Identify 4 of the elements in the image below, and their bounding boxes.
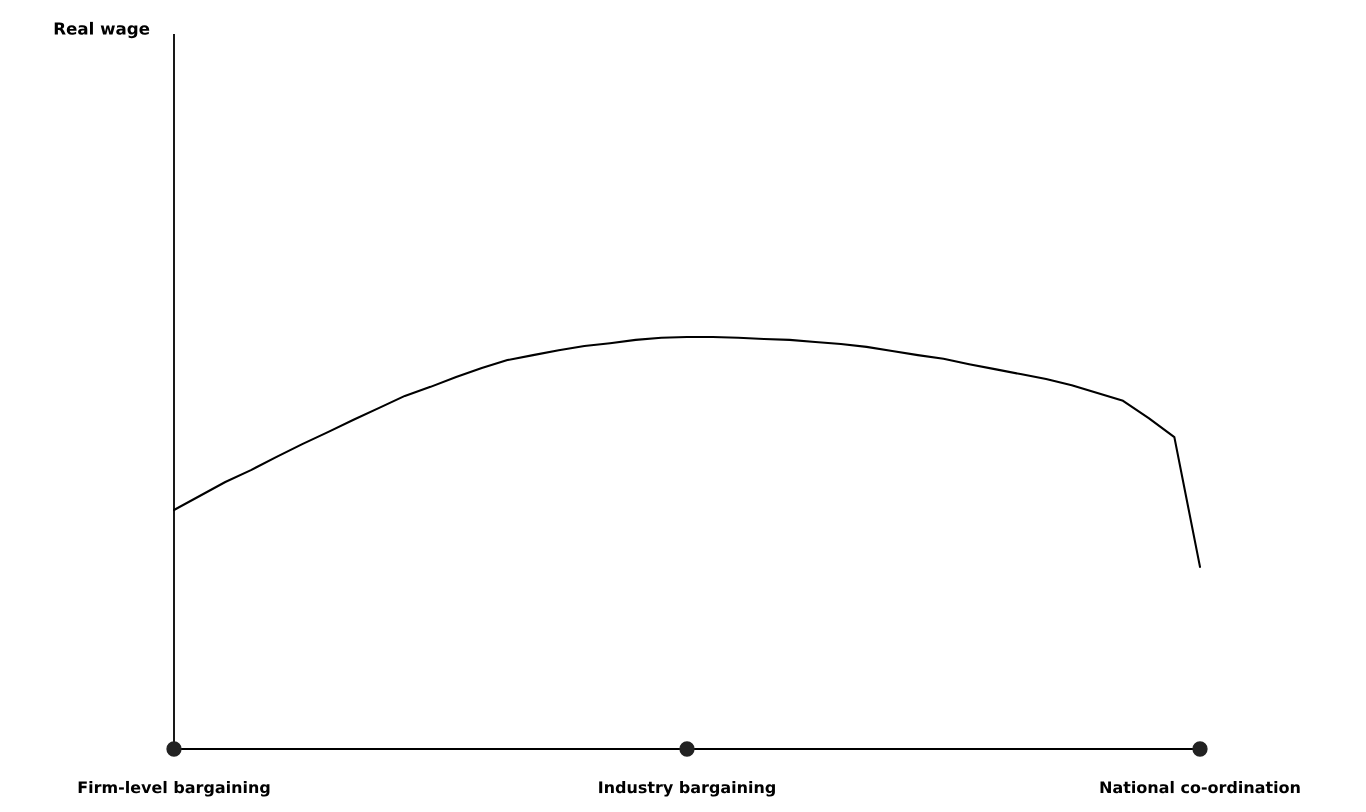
x-tick-label: Firm-level bargaining	[78, 780, 270, 797]
text: Real wage	[54, 21, 150, 39]
x-tick-label: National co-ordination	[1100, 780, 1300, 794]
x-tick-label: Industry bargaining	[599, 780, 775, 797]
